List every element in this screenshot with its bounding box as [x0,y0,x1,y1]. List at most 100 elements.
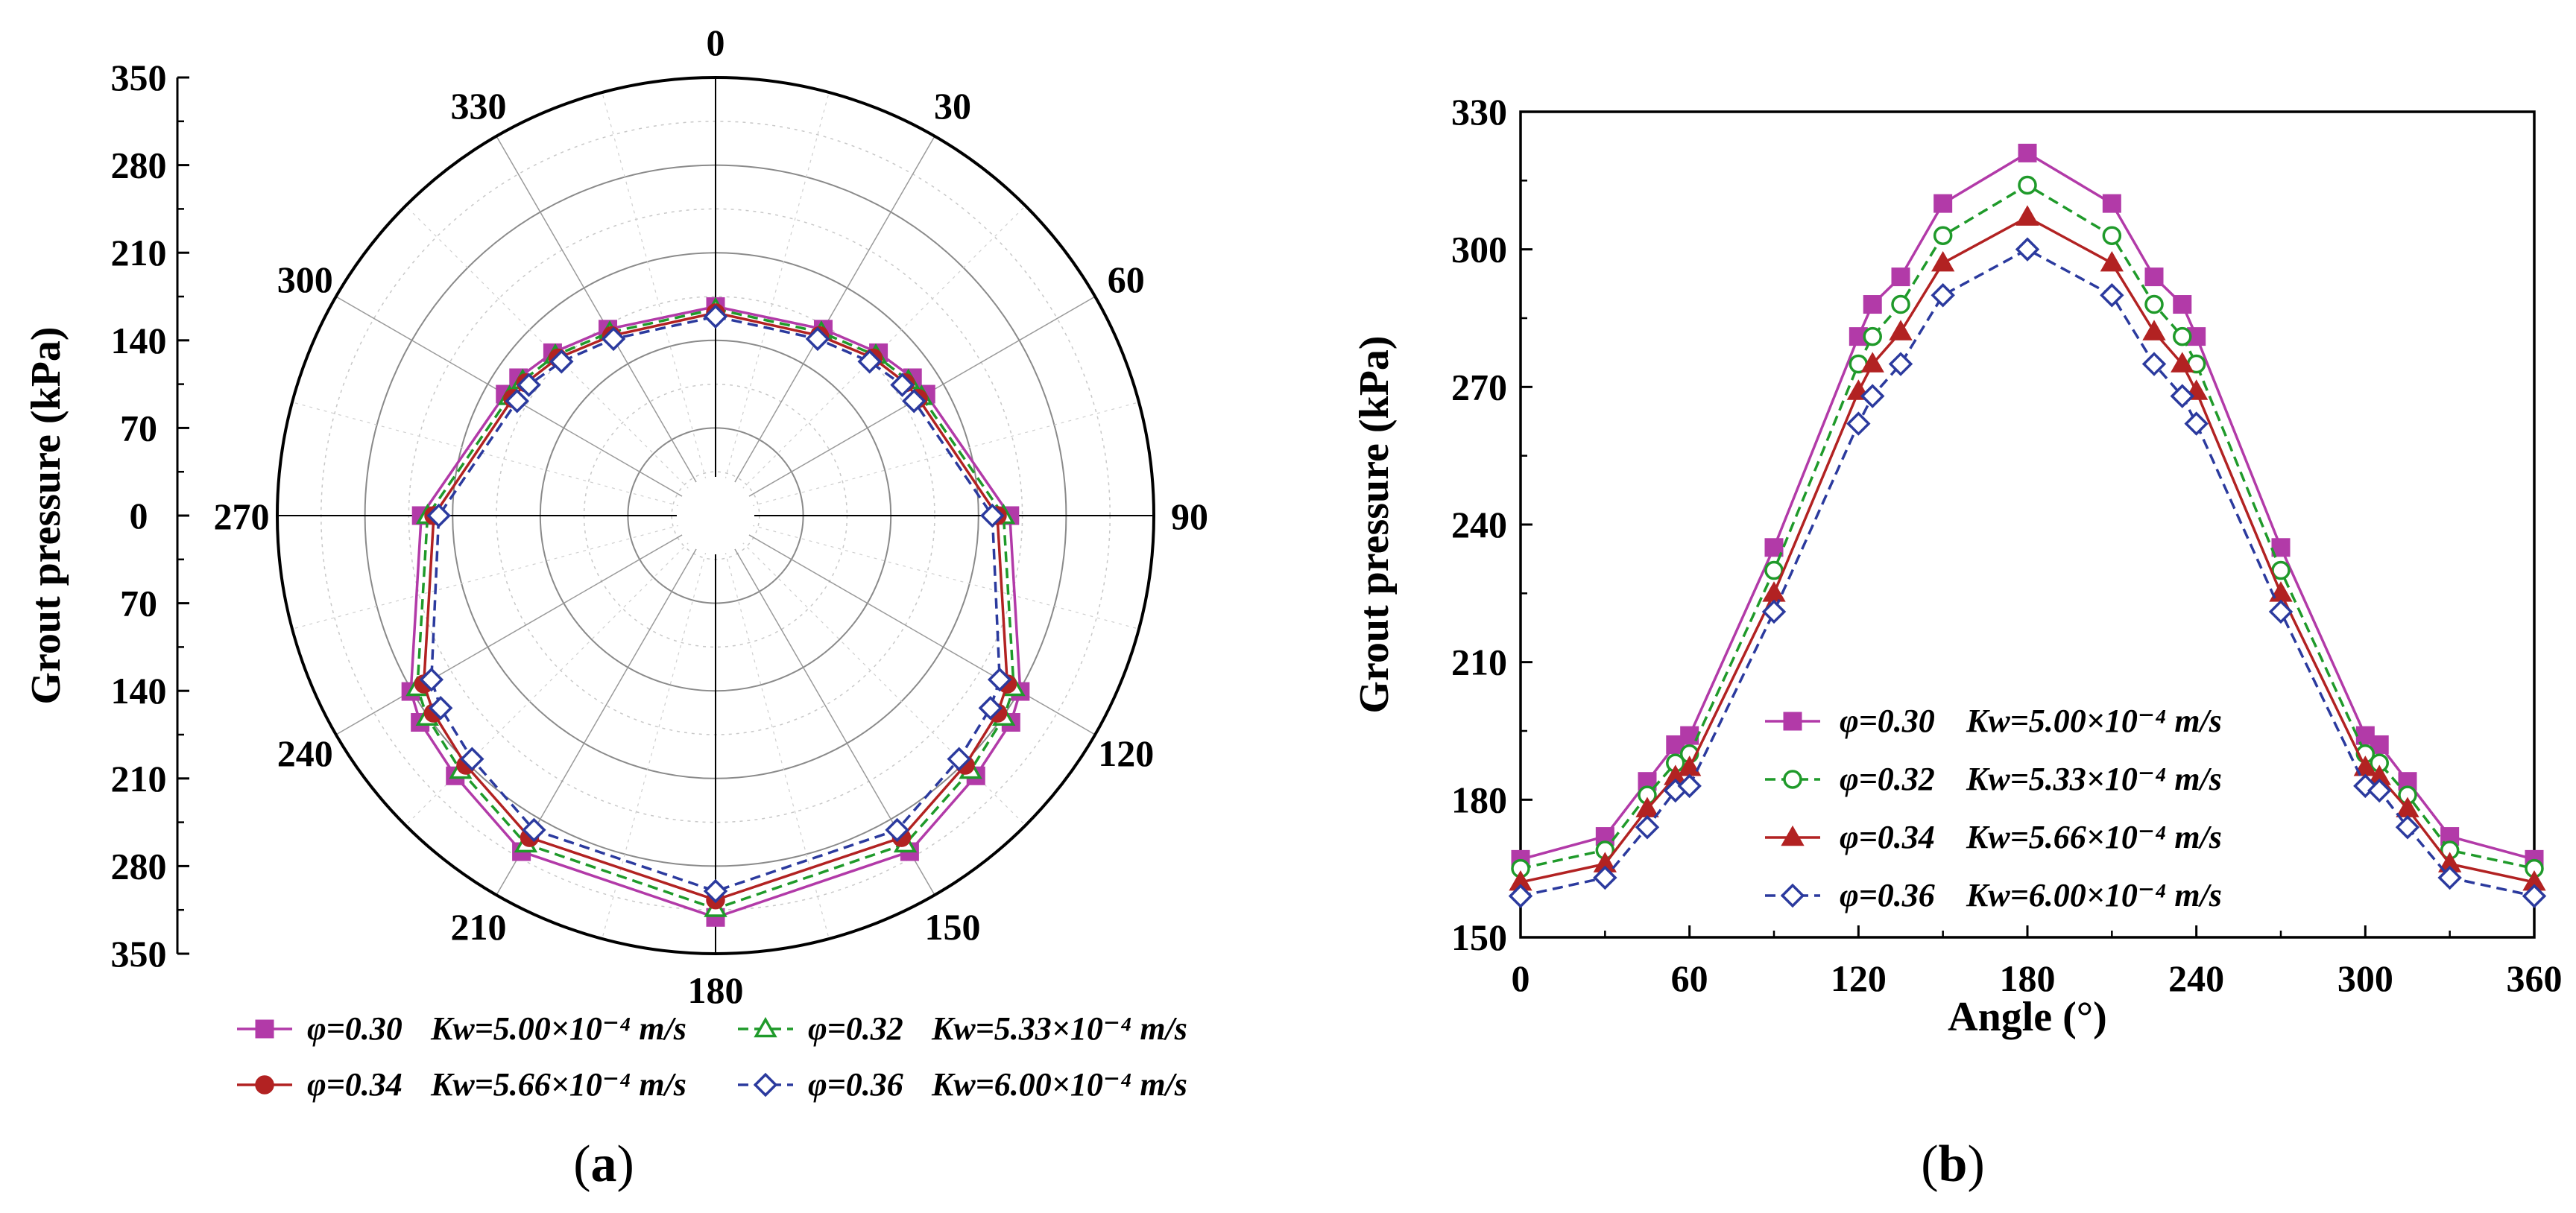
data-point [2395,815,2420,840]
angle-tick-label: 330 [451,85,507,127]
radial-tick-label: 280 [111,845,167,887]
angular-gridline [715,515,1096,735]
data-point [2102,226,2122,245]
data-point [2271,560,2291,580]
legend-label-phi: φ=0.32 [808,1010,903,1047]
x-axis-title: Angle (°) [1948,994,2107,1040]
data-point [1888,352,1913,376]
polar-center [677,477,754,554]
legend-item: φ=0.32 Kw=5.33×10⁻⁴ m/s [1765,761,2222,797]
angle-tick-label: 240 [277,732,333,774]
data-point [1677,773,1702,799]
angular-gridline [715,296,1096,516]
data-point [890,373,915,397]
angle-tick-label: 0 [707,22,725,63]
panel-label-a: (a) [573,1136,634,1193]
x-tick-label: 0 [1512,957,1530,999]
legend-label-phi: φ=0.36 [1840,877,1935,913]
y-axis: 150 180 210 240 270 300 330 Grout pressure (kPa… [1351,91,1532,958]
angular-gridline [335,515,716,735]
data-point [1846,411,1871,436]
legend-item: φ=0.36 Kw=6.00×10⁻⁴ m/s [738,1066,1187,1103]
radial-tick-label: 350 [111,933,167,975]
legend-marker [753,1072,778,1098]
legend-marker [754,1016,777,1038]
data-point [522,817,546,843]
polar-grid [277,77,1154,954]
legend-label-phi: φ=0.34 [1840,819,1935,855]
legend-label-k: Kw=5.66×10⁻⁴ m/s [1966,819,2222,855]
data-point [1764,538,1784,557]
data-point [2144,294,2164,314]
y-tick-label: 240 [1451,504,1507,545]
series-3 [419,304,1012,904]
data-point [947,747,971,771]
angular-minor-gridline [291,515,716,630]
y-tick-label: 300 [1451,229,1507,270]
radial-tick-label: 70 [120,583,157,624]
radial-tick-label: 0 [130,495,148,536]
legend-label-k: Kw=6.00×10⁻⁴ m/s [1966,877,2222,913]
data-point [1860,384,1885,408]
radial-axis: 350 280 210 140 70 0 70 140 210 280 350 Grout press… [23,57,189,975]
panel-label-close: ) [1967,1136,1984,1193]
data-point [1931,250,1955,272]
data-point [2141,352,2167,376]
radial-tick-label: 70 [120,407,157,449]
y-tick-label: 330 [1451,91,1507,133]
panel-label-b: (b) [1921,1136,1985,1193]
angle-tick-label: 120 [1098,732,1154,774]
data-point [2173,326,2192,346]
legend-label-k: Kw=5.33×10⁻⁴ m/s [931,1010,1187,1047]
data-point [460,747,484,771]
data-point [549,349,574,374]
legend-marker [1781,825,1805,846]
data-point [2015,205,2039,226]
data-point [2102,194,2121,213]
data-point [2142,320,2166,341]
data-point [1860,352,1884,373]
data-point [703,878,728,904]
y-tick-label: 210 [1451,642,1507,683]
data-point [2370,735,2389,754]
data-point [426,503,451,528]
x-tick-label: 240 [2168,957,2224,999]
radial-tick-label: 210 [111,232,167,273]
data-point [805,326,830,352]
data-point [428,696,453,720]
legend-label-k: Kw=5.00×10⁻⁴ m/s [430,1010,686,1047]
angle-tick-label: 60 [1108,259,1145,300]
data-point [980,503,1005,528]
radial-tick-label: 280 [111,145,167,186]
legend-label-phi: φ=0.36 [808,1066,903,1103]
angle-tick-label: 300 [277,259,333,300]
radial-tick-label: 140 [111,670,167,712]
angle-tick-label: 90 [1171,495,1208,537]
panel-label-open: ( [573,1136,590,1193]
angle-tick-labels: 0 30 60 90 120 150 180 210 240 270 300 330 [214,22,1209,1011]
data-point [857,349,882,374]
angular-minor-gridline [405,515,716,826]
radial-tick-label: 210 [111,758,167,799]
legend-item: φ=0.34 Kw=5.66×10⁻⁴ m/s [237,1066,686,1103]
panel-label-text: a [591,1136,617,1193]
legend-label-k: Kw=6.00×10⁻⁴ m/s [931,1066,1187,1103]
legend-label-phi: φ=0.30 [307,1010,402,1047]
panel-a-polar-chart: 0 30 60 90 120 150 180 210 240 270 300 330 350 280 210… [23,22,1208,1193]
data-point [978,696,1003,720]
series-1 [1511,175,2544,878]
legend-label-phi: φ=0.34 [307,1066,402,1103]
angular-minor-gridline [291,402,716,516]
legend-marker [255,1019,274,1039]
data-point [1891,267,1910,287]
data-point [2173,295,2192,314]
legend-marker [1780,883,1805,908]
data-point [987,667,1012,692]
legend-item: φ=0.32 Kw=5.33×10⁻⁴ m/s [738,1010,1187,1047]
angular-minor-gridline [715,515,1140,630]
data-point [1593,865,1617,890]
data-point [1891,294,1910,314]
data-point [2100,282,2124,308]
angular-gridline [335,296,716,516]
